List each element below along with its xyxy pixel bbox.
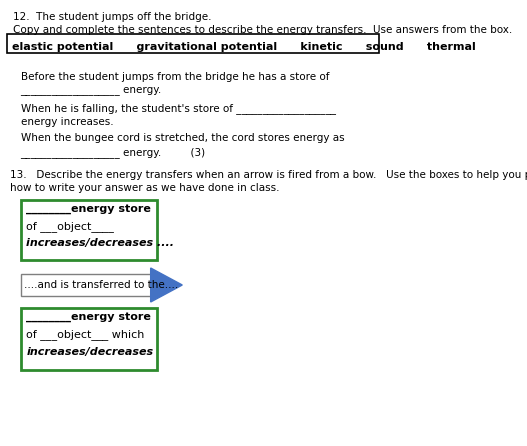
Text: how to write your answer as we have done in class.: how to write your answer as we have done… <box>11 183 280 193</box>
Text: 13.   Describe the energy transfers when an arrow is fired from a bow.   Use the: 13. Describe the energy transfers when a… <box>11 170 527 180</box>
Text: Before the student jumps from the bridge he has a store of: Before the student jumps from the bridge… <box>21 72 329 82</box>
Text: elastic potential      gravitational potential      kinetic      sound      ther: elastic potential gravitational potentia… <box>12 42 475 52</box>
FancyBboxPatch shape <box>21 200 157 260</box>
Text: ___________________ energy.: ___________________ energy. <box>21 86 162 96</box>
Text: ________energy store: ________energy store <box>26 204 151 214</box>
Text: When he is falling, the student's store of ___________________: When he is falling, the student's store … <box>21 103 336 114</box>
Text: ....and is transferred to the....: ....and is transferred to the.... <box>24 280 179 290</box>
Text: increases/decreases: increases/decreases <box>26 347 153 357</box>
Text: increases/decreases ....: increases/decreases .... <box>26 238 174 248</box>
FancyBboxPatch shape <box>21 274 151 296</box>
Text: When the bungee cord is stretched, the cord stores energy as: When the bungee cord is stretched, the c… <box>21 133 344 143</box>
Text: 12.  The student jumps off the bridge.: 12. The student jumps off the bridge. <box>13 12 212 22</box>
Text: energy increases.: energy increases. <box>21 117 113 127</box>
FancyBboxPatch shape <box>21 308 157 370</box>
Text: ___________________ energy.         (3): ___________________ energy. (3) <box>21 147 206 158</box>
Text: of ___object___ which: of ___object___ which <box>26 329 145 340</box>
Text: of ___object____: of ___object____ <box>26 221 114 232</box>
Polygon shape <box>151 268 182 302</box>
Text: Copy and complete the sentences to describe the energy transfers.  Use answers f: Copy and complete the sentences to descr… <box>13 25 512 35</box>
FancyBboxPatch shape <box>7 34 378 53</box>
Text: ________energy store: ________energy store <box>26 312 151 322</box>
